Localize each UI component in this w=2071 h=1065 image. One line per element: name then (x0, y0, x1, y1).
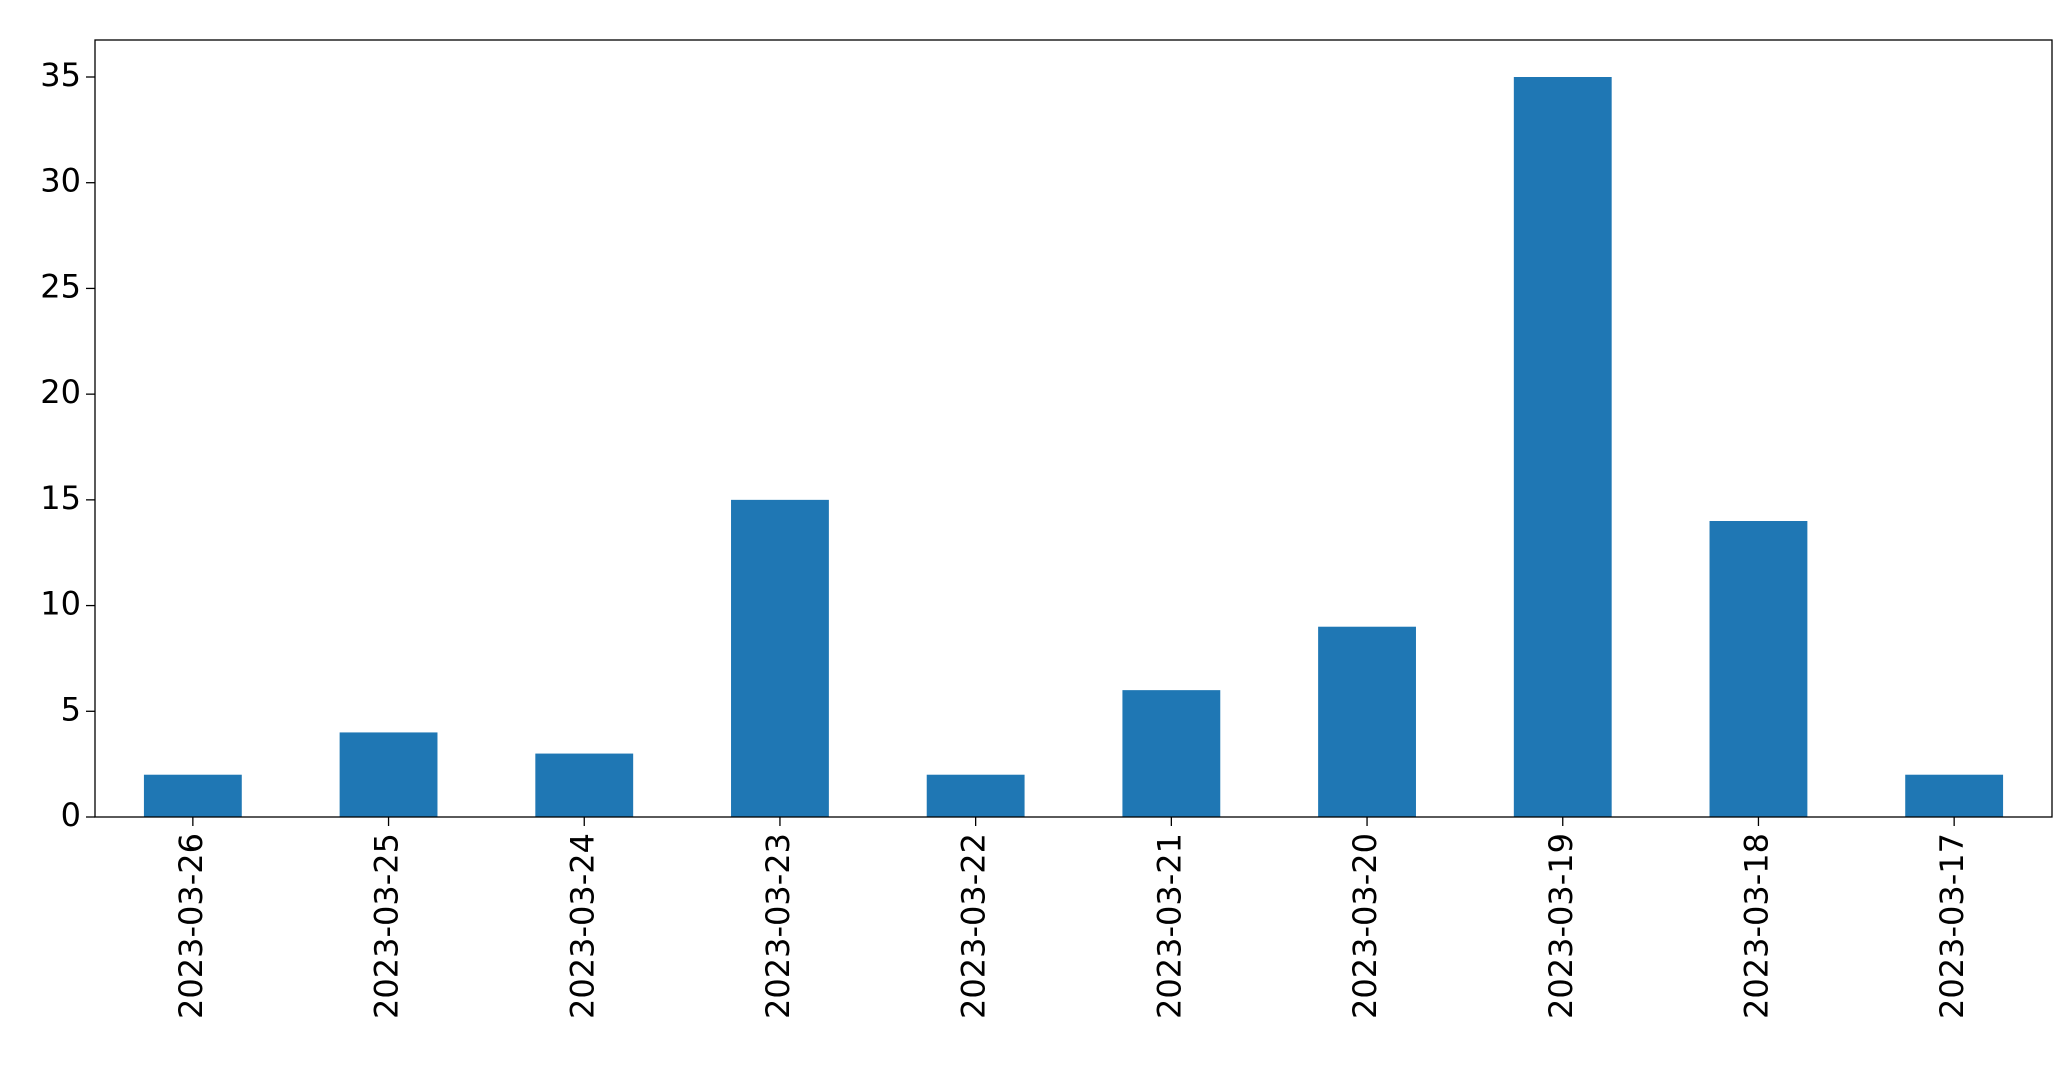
y-tick-label: 30 (40, 162, 81, 200)
bar (339, 732, 438, 817)
y-tick-label: 5 (61, 690, 81, 728)
x-tick-label: 2023-03-17 (1933, 833, 1971, 1019)
x-tick-label: 2023-03-23 (759, 833, 797, 1019)
x-tick-label: 2023-03-21 (1150, 833, 1188, 1019)
bar (1513, 77, 1612, 817)
x-tick-label: 2023-03-20 (1346, 833, 1384, 1019)
x-tick-label: 2023-03-26 (172, 833, 210, 1019)
x-tick-label: 2023-03-18 (1737, 833, 1775, 1019)
plot-frame (94, 39, 2053, 818)
x-tick-label: 2023-03-24 (563, 833, 601, 1019)
bar (1122, 690, 1221, 817)
bar (926, 774, 1025, 817)
x-tick-label: 2023-03-22 (955, 833, 993, 1019)
x-tick-label: 2023-03-25 (368, 833, 406, 1019)
y-tick-label: 25 (40, 267, 81, 305)
bar (1318, 626, 1416, 817)
y-tick-label: 10 (40, 585, 81, 623)
x-tick-label: 2023-03-19 (1542, 833, 1580, 1019)
bar (1709, 521, 1808, 817)
y-tick-label: 20 (40, 373, 81, 411)
bar (143, 774, 242, 817)
bar (731, 499, 829, 817)
bar (1905, 774, 2004, 817)
y-tick-label: 35 (40, 56, 81, 94)
y-tick-label: 15 (40, 479, 81, 517)
y-tick-label: 0 (61, 796, 81, 834)
bar (535, 753, 634, 817)
